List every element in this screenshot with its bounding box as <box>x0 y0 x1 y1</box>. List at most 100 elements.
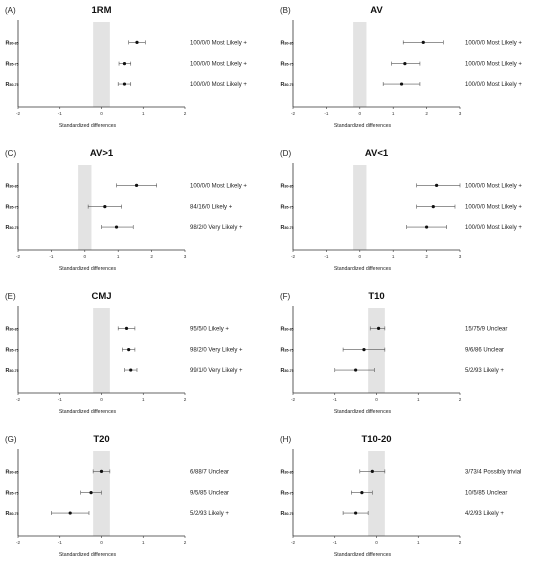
estimate-point <box>431 205 435 209</box>
row-label: R80-85 <box>6 40 19 46</box>
panel-av-1: (D) AV<1 -2 -1 0 1 2 3 Standardized differences R… <box>280 148 522 272</box>
row-label-subscript: 80-85 <box>284 41 293 45</box>
x-tick-label: 1 <box>142 540 145 545</box>
panel-label: (F) <box>280 292 291 301</box>
row-annotation: 84/16/0 Likely + <box>190 205 233 211</box>
row-label-main: R <box>6 225 10 231</box>
trivial-zone <box>78 165 92 250</box>
panel-label: (C) <box>5 149 16 158</box>
x-tick-label: -2 <box>291 397 296 402</box>
x-tick-label: -1 <box>58 397 63 402</box>
x-tick-label: 2 <box>459 397 462 402</box>
row-label: R80-75 <box>281 82 294 88</box>
estimate-point <box>68 511 72 515</box>
x-axis-label: Standardized differences <box>334 409 392 415</box>
row-label: R80-75 <box>6 511 19 517</box>
row-label-main: R <box>281 348 285 354</box>
trivial-zone <box>368 451 385 536</box>
panel-t10-20: (H) T10-20 -2 -1 0 1 2 Standardized differences… <box>280 434 521 558</box>
panel-title: AV<1 <box>365 148 389 159</box>
row-label-subscript: 80-75 <box>284 83 293 87</box>
x-tick-label: 3 <box>459 254 462 259</box>
estimate-point <box>399 82 404 86</box>
estimate-point <box>425 225 429 229</box>
estimate-point <box>435 183 439 187</box>
row-label: R80-85 <box>281 469 294 475</box>
x-tick-label: 1 <box>117 254 120 259</box>
panel-label: (B) <box>280 6 291 15</box>
panel-label: (G) <box>5 435 17 444</box>
panel-label: (H) <box>280 435 291 444</box>
row-label: R80-85 <box>6 469 19 475</box>
row-annotation: 5/2/93 Likely + <box>190 511 229 517</box>
x-tick-label: 0 <box>375 540 378 545</box>
row-annotation: 100/0/0 Most Likely + <box>465 62 522 68</box>
panel-label: (A) <box>5 6 16 15</box>
estimate-point <box>134 183 139 187</box>
row-label-subscript: 80-85 <box>284 327 293 331</box>
row-annotation: 99/1/0 Very Likely + <box>190 368 243 374</box>
row-label: R80-75 <box>6 368 19 374</box>
row-label-main: R <box>281 469 285 475</box>
row-label: R80-75 <box>281 368 294 374</box>
x-axis-label: Standardized differences <box>334 266 392 272</box>
row-annotation: 100/0/0 Most Likely + <box>465 225 522 231</box>
row-label-main: R <box>281 82 285 88</box>
x-tick-label: -1 <box>324 254 329 259</box>
x-tick-label: 1 <box>417 397 420 402</box>
x-tick-label: 2 <box>425 111 428 116</box>
estimate-point <box>114 225 119 229</box>
row-label: R80-85 <box>281 326 294 332</box>
row-annotation: 100/0/0 Most Likely + <box>190 82 247 88</box>
row-label-subscript: 80-85 <box>9 184 18 188</box>
panel-av-1: (C) AV>1 -2 -1 0 1 2 3 Standardized differences R… <box>5 148 247 272</box>
row-label: R80-85 <box>281 40 294 46</box>
estimate-point <box>362 348 366 352</box>
row-label-main: R <box>6 348 10 354</box>
row-label-subscript: 80-75 <box>284 512 293 516</box>
x-tick-label: -2 <box>291 540 296 545</box>
panel-title: 1RM <box>91 5 111 16</box>
row-label-main: R <box>6 205 10 211</box>
panel-label: (E) <box>5 292 16 301</box>
row-label-subscript: 80-85 <box>9 41 18 45</box>
row-label-subscript: 80-75 <box>9 83 18 87</box>
row-annotation: 98/2/0 Very Likely + <box>190 348 243 354</box>
x-tick-label: 3 <box>184 254 187 259</box>
row-label-subscript: 80-85 <box>9 470 18 474</box>
row-label-main: R <box>6 183 10 189</box>
row-label: R80-85 <box>281 183 294 189</box>
x-tick-label: -1 <box>324 111 329 116</box>
panel-label: (D) <box>280 149 291 158</box>
panel-title: T20 <box>93 434 109 445</box>
x-tick-label: 2 <box>184 540 187 545</box>
x-tick-label: 1 <box>392 254 395 259</box>
row-label-main: R <box>6 62 10 68</box>
row-annotation: 100/0/0 Most Likely + <box>465 40 522 46</box>
estimate-point <box>421 40 425 45</box>
row-annotation: 98/2/0 Very Likely + <box>190 225 243 231</box>
row-annotation: 9/6/86 Unclear <box>465 348 504 354</box>
x-tick-label: -1 <box>333 540 338 545</box>
row-label: R85-75 <box>6 348 19 354</box>
x-tick-label: -2 <box>291 111 296 116</box>
x-tick-label: -1 <box>58 111 63 116</box>
row-label-subscript: 80-85 <box>284 470 293 474</box>
x-tick-label: 0 <box>375 397 378 402</box>
x-tick-label: 2 <box>184 397 187 402</box>
row-label-main: R <box>6 511 10 517</box>
row-label-main: R <box>281 225 285 231</box>
x-tick-label: 2 <box>184 111 187 116</box>
estimate-point <box>103 205 107 209</box>
row-annotation: 9/5/85 Unclear <box>190 491 229 497</box>
row-label-main: R <box>6 326 10 332</box>
x-tick-label: 1 <box>392 111 395 116</box>
row-label-main: R <box>6 40 10 46</box>
row-annotation: 6/88/7 Unclear <box>190 469 229 475</box>
x-axis-label: Standardized differences <box>59 552 117 558</box>
row-label: R85-75 <box>281 491 294 497</box>
x-tick-label: 0 <box>100 111 103 116</box>
row-label-main: R <box>281 326 285 332</box>
row-annotation: 100/0/0 Most Likely + <box>465 183 522 189</box>
